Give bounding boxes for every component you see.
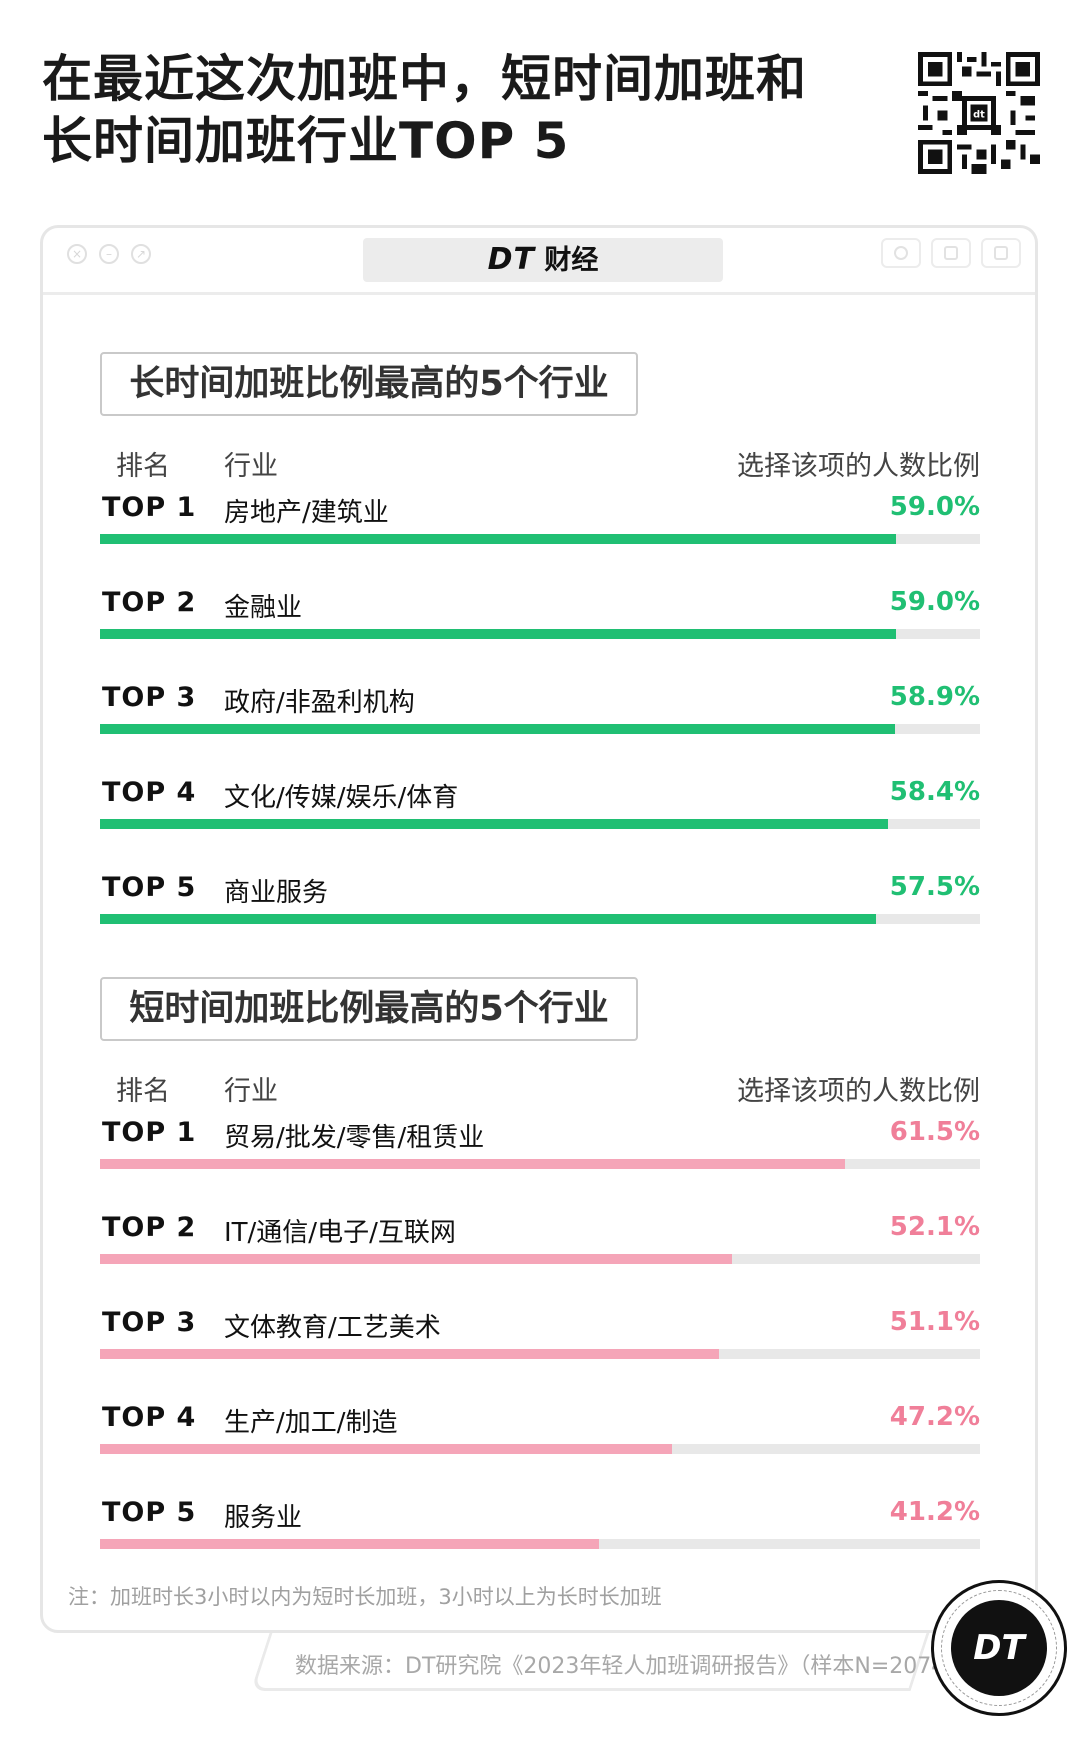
brand-name: 财经 — [544, 245, 599, 276]
percent-label: 61.5% — [889, 1117, 980, 1147]
bar-track — [100, 724, 980, 734]
bar-track — [100, 534, 980, 544]
qr-code-icon: dt — [918, 52, 1040, 174]
rank-label: TOP 2 — [102, 1212, 197, 1243]
bar-row: TOP 4 文化/传媒/娱乐/体育 58.4% — [100, 777, 980, 833]
rank-label: TOP 4 — [102, 777, 197, 808]
industry-label: 贸易/批发/零售/租赁业 — [224, 1123, 485, 1153]
bar-fill — [100, 534, 896, 544]
bar-track — [100, 914, 980, 924]
title-line-1: 在最近这次加班中，短时间加班和 — [42, 50, 807, 108]
bar-fill — [100, 1444, 672, 1454]
record-icon[interactable] — [881, 238, 921, 268]
rank-label: TOP 5 — [102, 1497, 197, 1528]
bar-track — [100, 1159, 980, 1169]
window-titlebar: × – ↗ DT 财经 — [43, 228, 1035, 295]
percent-label: 58.9% — [889, 682, 980, 712]
percent-label: 58.4% — [889, 777, 980, 807]
bar-fill — [100, 1539, 599, 1549]
dt-logo-icon: DT — [931, 1580, 1067, 1716]
bar-row: TOP 2 金融业 59.0% — [100, 587, 980, 643]
bar-fill — [100, 1159, 845, 1169]
industry-label: 政府/非盈利机构 — [224, 688, 415, 718]
rank-label: TOP 3 — [102, 1307, 197, 1338]
bar-row: TOP 1 贸易/批发/零售/租赁业 61.5% — [100, 1117, 980, 1173]
rank-label: TOP 4 — [102, 1402, 197, 1433]
header-rank: 排名 — [116, 451, 170, 482]
industry-label: 房地产/建筑业 — [224, 498, 389, 528]
industry-label: 文体教育/工艺美术 — [224, 1313, 441, 1343]
industry-label: 金融业 — [224, 593, 303, 623]
percent-label: 41.2% — [889, 1497, 980, 1527]
industry-label: IT/通信/电子/互联网 — [224, 1218, 456, 1248]
bar-row: TOP 3 文体教育/工艺美术 51.1% — [100, 1307, 980, 1363]
logo-text: DT — [951, 1600, 1047, 1696]
copy-icon[interactable] — [981, 238, 1021, 268]
bar-fill — [100, 819, 888, 829]
bar-row: TOP 4 生产/加工/制造 47.2% — [100, 1402, 980, 1458]
bar-track — [100, 1254, 980, 1264]
percent-label: 57.5% — [889, 872, 980, 902]
header-industry: 行业 — [224, 1076, 278, 1107]
industry-label: 文化/传媒/娱乐/体育 — [224, 783, 459, 813]
header-rank: 排名 — [116, 1076, 170, 1107]
bar-row: TOP 5 服务业 41.2% — [100, 1497, 980, 1553]
bar-track — [100, 819, 980, 829]
short-overtime-section-title: 短时间加班比例最高的5个行业 — [100, 977, 638, 1041]
bar-row: TOP 3 政府/非盈利机构 58.9% — [100, 682, 980, 738]
industry-label: 商业服务 — [224, 878, 329, 908]
bar-track — [100, 629, 980, 639]
header-percent: 选择该项的人数比例 — [737, 1076, 980, 1107]
header-percent: 选择该项的人数比例 — [737, 451, 980, 482]
rank-label: TOP 2 — [102, 587, 197, 618]
rank-label: TOP 1 — [102, 492, 197, 523]
long-overtime-header: 排名 行业 选择该项的人数比例 — [100, 444, 980, 484]
brand-bar: DT 财经 — [363, 238, 723, 282]
bar-track — [100, 1349, 980, 1359]
bar-fill — [100, 914, 876, 924]
bar-row: TOP 1 房地产/建筑业 59.0% — [100, 492, 980, 548]
rank-label: TOP 1 — [102, 1117, 197, 1148]
footnote: 注：加班时长3小时以内为短时长加班，3小时以上为长时长加班 — [68, 1585, 662, 1609]
bar-fill — [100, 1349, 719, 1359]
bar-fill — [100, 724, 895, 734]
long-overtime-section-title: 长时间加班比例最高的5个行业 — [100, 352, 638, 416]
close-icon[interactable]: × — [67, 244, 87, 264]
short-overtime-header: 排名 行业 选择该项的人数比例 — [100, 1069, 980, 1109]
brand-logo-text: DT — [487, 242, 535, 277]
bar-track — [100, 1539, 980, 1549]
bar-track — [100, 1444, 980, 1454]
title-line-2: 长时间加班行业TOP 5 — [42, 112, 570, 170]
bar-fill — [100, 1254, 732, 1264]
bar-fill — [100, 629, 896, 639]
percent-label: 47.2% — [889, 1402, 980, 1432]
bar-row: TOP 2 IT/通信/电子/互联网 52.1% — [100, 1212, 980, 1268]
percent-label: 59.0% — [889, 492, 980, 522]
industry-label: 生产/加工/制造 — [224, 1408, 398, 1438]
percent-label: 51.1% — [889, 1307, 980, 1337]
minimize-icon[interactable]: – — [99, 244, 119, 264]
percent-label: 52.1% — [889, 1212, 980, 1242]
header-industry: 行业 — [224, 451, 278, 482]
rank-label: TOP 3 — [102, 682, 197, 713]
share-icon[interactable] — [931, 238, 971, 268]
industry-label: 服务业 — [224, 1503, 303, 1533]
maximize-icon[interactable]: ↗ — [131, 244, 151, 264]
app-window: × – ↗ DT 财经 — [40, 225, 1038, 1633]
bar-row: TOP 5 商业服务 57.5% — [100, 872, 980, 928]
page-title: 在最近这次加班中，短时间加班和 长时间加班行业TOP 5 — [42, 48, 822, 172]
rank-label: TOP 5 — [102, 872, 197, 903]
svg-text:dt: dt — [973, 109, 985, 120]
percent-label: 59.0% — [889, 587, 980, 617]
data-source: 数据来源：DT研究院《2023年轻人加班调研报告》（样本N=2074） — [295, 1654, 968, 1679]
